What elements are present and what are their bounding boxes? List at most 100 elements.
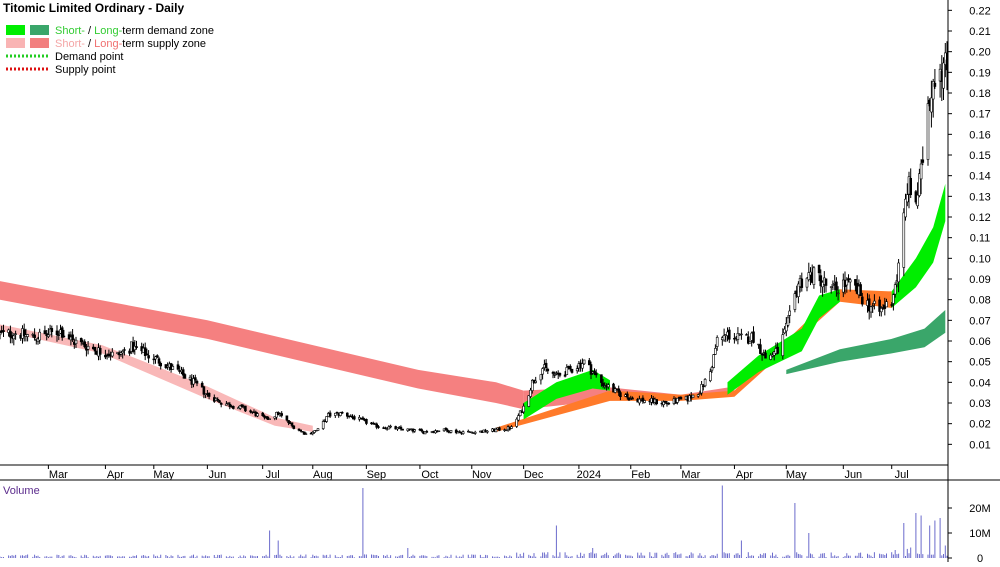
- candle-body: [321, 421, 325, 429]
- candle-body: [916, 194, 919, 207]
- candle-body: [423, 431, 427, 435]
- y-tick-label: 0.13: [969, 191, 990, 203]
- x-tick-label: May: [786, 469, 807, 481]
- candle-body: [361, 417, 365, 420]
- candle-body: [701, 385, 705, 387]
- x-tick-label: Mar: [681, 469, 700, 481]
- candle-body: [123, 349, 126, 351]
- candle-body: [38, 331, 42, 341]
- candle-body: [544, 362, 548, 369]
- y-tick-label: 0.04: [969, 377, 990, 389]
- x-tick-label: Jul: [895, 469, 909, 481]
- candle-body: [365, 418, 368, 424]
- x-tick-label: Apr: [107, 469, 124, 481]
- candle-body: [244, 405, 247, 412]
- candle-body: [202, 386, 206, 395]
- candle-body: [181, 369, 185, 376]
- candle-body: [902, 212, 906, 268]
- candle-body: [302, 431, 306, 435]
- candle-body: [510, 426, 513, 429]
- x-tick-label: Nov: [472, 469, 492, 481]
- candle-body: [219, 402, 223, 405]
- candle-body: [563, 374, 567, 377]
- y-tick-label: 0.12: [969, 212, 990, 224]
- candle-body: [933, 82, 937, 87]
- candle-body: [759, 344, 762, 354]
- volume-tick-label: 10M: [969, 528, 990, 540]
- candle-body: [819, 275, 823, 287]
- candle-body: [905, 194, 909, 203]
- y-tick-label: 0.21: [969, 26, 990, 38]
- candle-body: [387, 426, 391, 430]
- y-tick-label: 0.10: [969, 253, 990, 265]
- candle-body: [817, 264, 821, 274]
- candle-body: [93, 346, 97, 352]
- candle-body: [631, 397, 634, 400]
- y-tick-label: 0.15: [969, 150, 990, 162]
- candle-body: [885, 301, 888, 308]
- candle-body: [829, 286, 833, 288]
- candle-body: [859, 284, 862, 297]
- candle-body: [280, 413, 284, 416]
- chart-title: Titomic Limited Ordinary - Daily: [3, 1, 184, 15]
- candle-body: [836, 292, 840, 295]
- candle-body: [793, 293, 797, 310]
- legend-swatch: [30, 25, 49, 35]
- y-tick-label: 0.07: [969, 315, 990, 327]
- candle-body: [606, 384, 610, 388]
- candle-body: [290, 422, 294, 426]
- candle-body: [918, 173, 921, 196]
- legend-swatch: [30, 38, 49, 48]
- legend-swatch: [6, 25, 25, 35]
- candle-body: [676, 397, 679, 403]
- candle-body: [921, 159, 925, 163]
- candle-body: [601, 382, 605, 387]
- candle-body: [425, 431, 429, 433]
- candle-body: [727, 329, 731, 340]
- candle-body: [869, 306, 873, 313]
- candle-body: [98, 347, 102, 355]
- candle-body: [498, 427, 501, 431]
- candle-body: [200, 382, 204, 388]
- zone-crossover-band: [496, 289, 892, 432]
- candle-body: [62, 335, 66, 338]
- candle-body: [352, 416, 356, 420]
- candle-body: [831, 283, 835, 286]
- candle-body: [904, 198, 907, 218]
- x-tick-label: May: [153, 469, 174, 481]
- candle-body: [176, 364, 180, 370]
- candle-body: [873, 300, 876, 304]
- x-tick-label: Feb: [631, 469, 650, 481]
- candle-body: [515, 418, 519, 427]
- candle-body: [879, 308, 883, 313]
- candle-body: [377, 426, 380, 428]
- candle-body: [733, 337, 736, 340]
- candle-body: [710, 366, 714, 371]
- y-tick-label: 0.18: [969, 88, 990, 100]
- candle-body: [835, 281, 838, 291]
- candle-body: [655, 399, 659, 404]
- candle-body: [722, 334, 726, 341]
- long-term-demand-zone: [786, 310, 946, 375]
- candle-body: [74, 339, 78, 345]
- candle-body: [860, 296, 864, 305]
- candle-body: [157, 358, 161, 364]
- y-tick-label: 0.20: [969, 47, 990, 59]
- candle-body: [848, 279, 852, 283]
- candle-body: [878, 299, 881, 312]
- candle-body: [228, 403, 232, 407]
- candle-body: [776, 346, 779, 354]
- x-tick-label: Jun: [208, 469, 226, 481]
- candle-body: [909, 178, 913, 196]
- candle-body: [619, 392, 622, 398]
- candle-body: [748, 341, 752, 344]
- candle-body: [786, 317, 790, 326]
- x-tick-label: Sep: [367, 469, 387, 481]
- candle-body: [890, 304, 894, 306]
- candle-body: [225, 403, 228, 406]
- candle-body: [847, 278, 850, 281]
- candle-body: [485, 430, 489, 433]
- x-tick-label: Mar: [49, 469, 68, 481]
- candle-body: [273, 416, 277, 419]
